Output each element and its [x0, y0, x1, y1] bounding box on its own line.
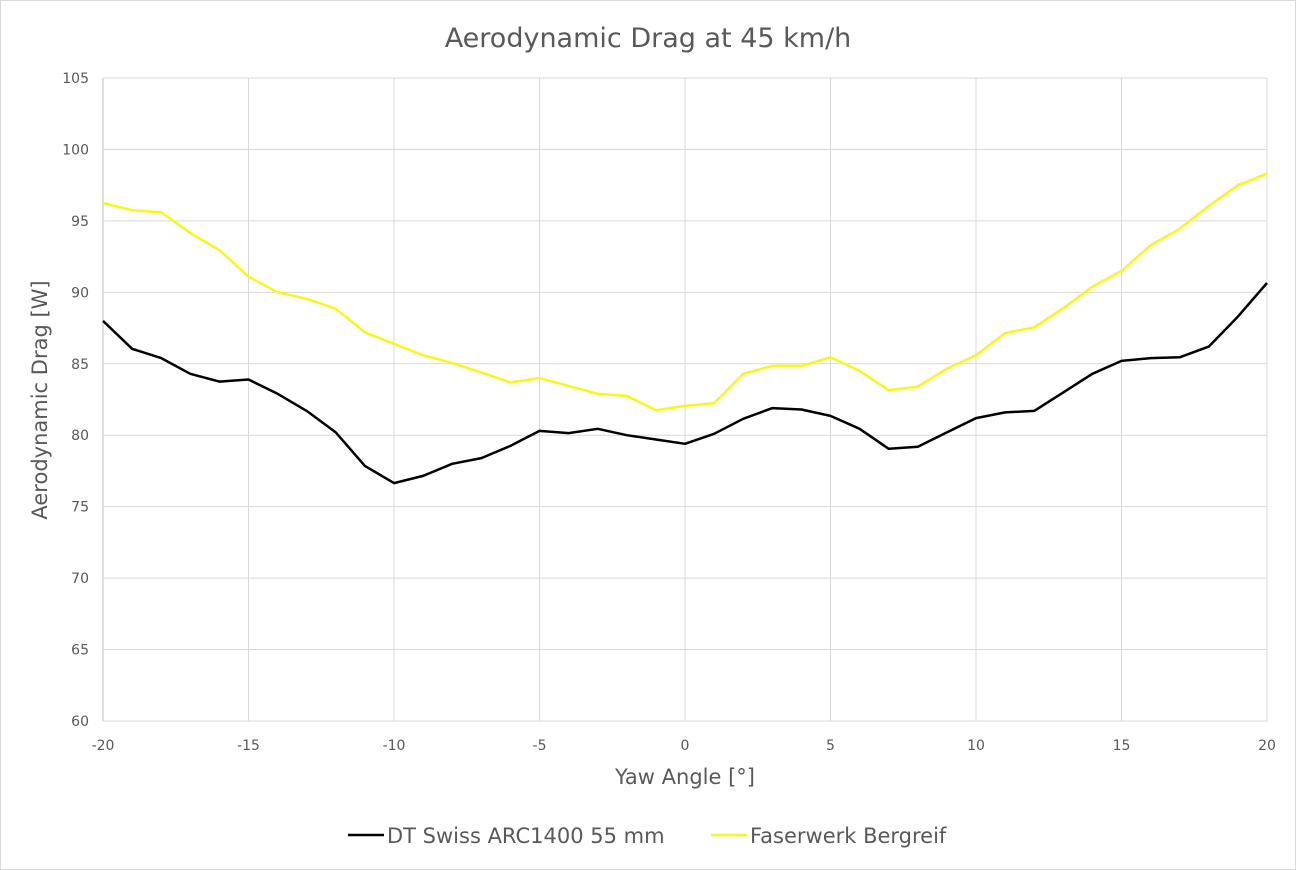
y-tick-label: 70	[71, 571, 89, 587]
legend-label-faserwerk: Faserwerk Bergreif	[750, 824, 947, 848]
y-tick-label: 85	[71, 357, 89, 373]
y-tick-label: 100	[62, 142, 89, 158]
x-tick-label: 10	[967, 738, 985, 754]
x-tick-label: -20	[92, 738, 115, 754]
gridlines	[102, 77, 1268, 722]
y-tick-label: 90	[71, 285, 89, 301]
series-line-0	[102, 282, 1268, 485]
y-axis-label: Aerodynamic Drag [W]	[28, 280, 52, 519]
y-tick-label: 65	[71, 643, 89, 659]
x-tick-label: -5	[533, 738, 547, 754]
series-line-1	[102, 172, 1268, 412]
legend: DT Swiss ARC1400 55 mm Faserwerk Bergrei…	[348, 824, 947, 848]
x-tick-label: 5	[826, 738, 835, 754]
y-tick-label: 80	[71, 428, 89, 444]
x-tick-label: 15	[1113, 738, 1131, 754]
series-lines	[102, 172, 1268, 485]
tick-labels: 60 65 70 75 80 85 90 95 100 105 -20 -15 -10 -5 0 5 10 15 2…	[62, 71, 1276, 754]
y-tick-label: 105	[62, 71, 89, 87]
legend-label-dt-swiss: DT Swiss ARC1400 55 mm	[387, 824, 665, 848]
y-tick-label: 60	[71, 714, 89, 730]
y-tick-label: 75	[71, 500, 89, 516]
chart-title: Aerodynamic Drag at 45 km/h	[445, 23, 852, 54]
y-tick-label: 95	[71, 214, 89, 230]
x-tick-label: 20	[1258, 738, 1276, 754]
x-tick-label: 0	[681, 738, 690, 754]
x-tick-label: -15	[237, 738, 260, 754]
x-axis-label: Yaw Angle [°]	[614, 765, 755, 789]
x-tick-label: -10	[383, 738, 406, 754]
